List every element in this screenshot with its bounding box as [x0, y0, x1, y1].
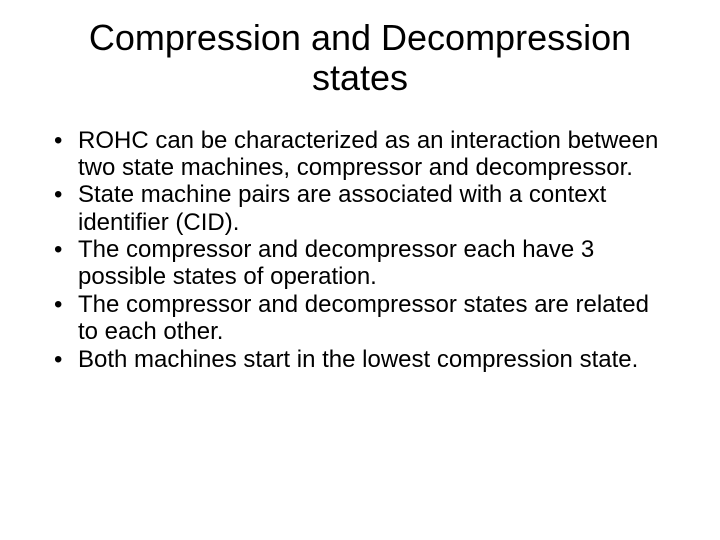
- list-item: Both machines start in the lowest compre…: [52, 346, 666, 373]
- slide-title: Compression and Decompression states: [44, 18, 676, 99]
- list-item: The compressor and decompressor states a…: [52, 291, 666, 346]
- list-item: State machine pairs are associated with …: [52, 181, 666, 236]
- bullet-list: ROHC can be characterized as an interact…: [44, 127, 676, 373]
- list-item: ROHC can be characterized as an interact…: [52, 127, 666, 182]
- slide: Compression and Decompression states ROH…: [0, 0, 720, 540]
- list-item: The compressor and decompressor each hav…: [52, 236, 666, 291]
